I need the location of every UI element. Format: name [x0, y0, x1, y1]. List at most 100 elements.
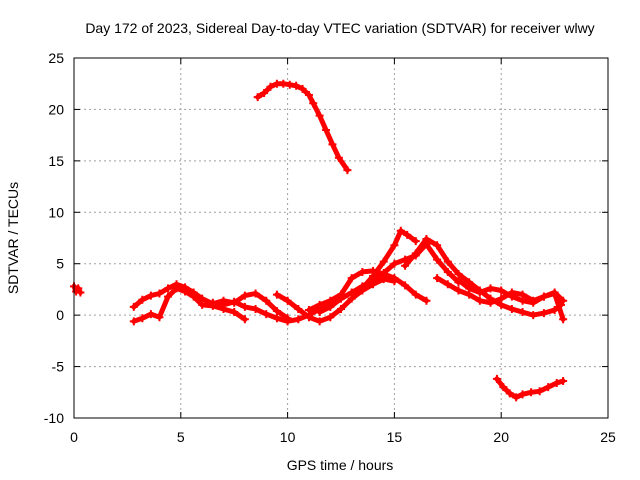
- x-axis-label: GPS time / hours: [287, 457, 394, 473]
- data-point: [475, 288, 484, 297]
- data-point: [304, 91, 313, 100]
- data-point: [76, 288, 85, 297]
- data-point: [129, 317, 138, 326]
- data-point: [527, 388, 536, 397]
- data-point: [492, 374, 501, 383]
- data-point: [138, 314, 147, 323]
- series-band: [317, 241, 461, 315]
- data-point: [544, 383, 553, 392]
- data-point: [294, 315, 303, 324]
- data-point: [304, 306, 313, 314]
- series-track-10: [401, 235, 566, 320]
- data-point: [279, 79, 288, 88]
- series-track-6: [272, 275, 399, 326]
- data-point: [292, 81, 301, 90]
- data-point: [358, 284, 367, 293]
- series-track-8: [315, 240, 463, 317]
- data-point: [315, 111, 324, 120]
- data-point: [497, 286, 506, 295]
- data-point: [486, 284, 495, 293]
- data-point: [559, 296, 568, 305]
- data-point: [401, 261, 410, 270]
- y-tick-label: 15: [48, 153, 64, 169]
- data-point: [198, 300, 207, 309]
- y-tick-label: -5: [52, 359, 65, 375]
- data-point: [443, 280, 452, 289]
- data-point: [422, 235, 431, 244]
- data-point: [454, 276, 463, 285]
- y-axis-label: SDTVAR / TECUs: [5, 182, 21, 294]
- data-point: [326, 313, 335, 322]
- data-point: [155, 289, 164, 298]
- series-track-7: [304, 266, 431, 314]
- data-point: [411, 237, 420, 246]
- grid-layer: [74, 58, 608, 418]
- data-point: [294, 304, 303, 313]
- x-tick-label: 5: [177, 429, 185, 445]
- data-point: [433, 255, 442, 264]
- data-point: [315, 300, 324, 309]
- data-point: [475, 296, 484, 305]
- data-point: [465, 284, 474, 293]
- data-point: [507, 292, 516, 301]
- series-track-13: [492, 374, 568, 402]
- data-point: [552, 379, 561, 388]
- y-tick-label: 25: [48, 50, 64, 66]
- data-point: [129, 302, 138, 311]
- data-point: [390, 259, 399, 268]
- data-point: [230, 297, 239, 306]
- data-point: [262, 296, 271, 305]
- data-point: [443, 257, 452, 266]
- x-tick-label: 10: [280, 429, 296, 445]
- data-point: [358, 267, 367, 276]
- series-track-9: [358, 226, 420, 293]
- x-tick-label: 25: [600, 429, 616, 445]
- data-point: [518, 308, 527, 317]
- data-point: [283, 317, 292, 326]
- y-tick-label: 20: [48, 101, 64, 117]
- series-band: [306, 268, 429, 313]
- y-tick-label: -10: [44, 410, 64, 426]
- series-band: [255, 81, 350, 173]
- data-point: [315, 308, 324, 317]
- data-point: [550, 306, 559, 314]
- data-point: [550, 289, 559, 298]
- x-tick-label: 20: [493, 429, 509, 445]
- data-point: [251, 304, 260, 313]
- data-point: [189, 292, 198, 301]
- x-tick-label: 15: [387, 429, 403, 445]
- data-point: [529, 311, 538, 320]
- data-point: [454, 286, 463, 295]
- data-point: [240, 302, 249, 311]
- data-point: [230, 308, 239, 317]
- data-point: [401, 281, 410, 290]
- data-point: [146, 291, 155, 300]
- y-tick-label: 10: [48, 204, 64, 220]
- data-point: [512, 393, 521, 402]
- data-point: [539, 309, 548, 318]
- series-track-2: [253, 79, 352, 175]
- data-point: [272, 307, 281, 316]
- data-point: [499, 383, 508, 392]
- data-point: [266, 82, 275, 91]
- data-point: [337, 304, 345, 313]
- data-point: [328, 140, 337, 149]
- data-point: [539, 292, 548, 301]
- data-point: [559, 376, 568, 385]
- series-band: [402, 236, 564, 318]
- data-point: [334, 153, 343, 162]
- chart-title: Day 172 of 2023, Sidereal Day-to-day VTE…: [85, 20, 594, 36]
- data-point: [304, 313, 313, 322]
- data-point: [379, 268, 388, 277]
- data-point: [390, 274, 399, 283]
- data-point: [518, 390, 527, 399]
- x-tick-label: 0: [70, 429, 78, 445]
- data-point: [172, 284, 181, 293]
- data-point: [535, 387, 544, 396]
- y-tick-label: 5: [56, 256, 64, 272]
- data-point: [315, 317, 324, 326]
- data-point: [155, 313, 164, 322]
- data-point: [283, 296, 292, 305]
- plot-frame: [73, 57, 609, 419]
